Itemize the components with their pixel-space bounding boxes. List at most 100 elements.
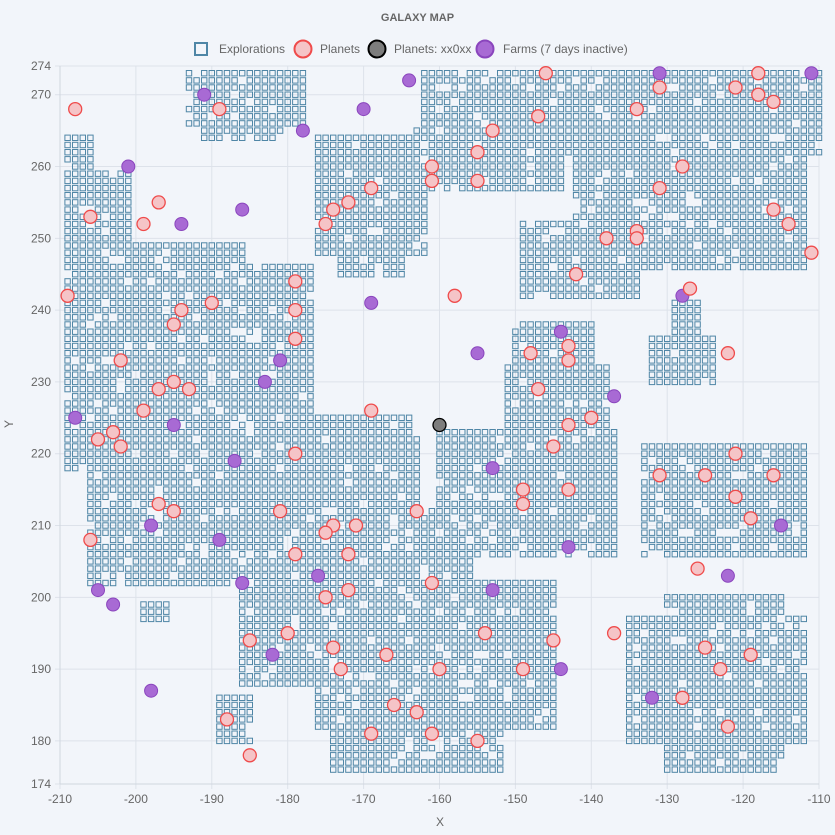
exploration-marker bbox=[208, 335, 216, 343]
exploration-marker bbox=[307, 414, 314, 422]
exploration-marker bbox=[117, 486, 124, 493]
exploration-marker bbox=[109, 479, 117, 486]
exploration-marker bbox=[314, 177, 322, 185]
exploration-marker bbox=[125, 249, 132, 256]
exploration-marker bbox=[276, 127, 284, 134]
exploration-marker bbox=[132, 400, 140, 407]
exploration-marker bbox=[79, 443, 86, 450]
exploration-marker bbox=[216, 479, 223, 486]
exploration-marker bbox=[109, 551, 117, 558]
exploration-marker bbox=[140, 256, 147, 264]
exploration-marker bbox=[125, 385, 132, 393]
exploration-marker bbox=[269, 91, 276, 98]
legend-item-planets-xx0xx[interactable]: Planets: xx0xx bbox=[367, 39, 472, 59]
exploration-marker bbox=[239, 393, 246, 400]
exploration-marker bbox=[125, 457, 132, 465]
exploration-marker bbox=[79, 184, 86, 192]
exploration-marker bbox=[223, 84, 231, 91]
exploration-marker bbox=[102, 220, 109, 228]
exploration-marker bbox=[170, 464, 178, 472]
exploration-marker bbox=[208, 321, 216, 328]
exploration-marker bbox=[216, 443, 223, 450]
exploration-marker bbox=[64, 364, 71, 371]
exploration-marker bbox=[94, 529, 102, 536]
exploration-marker bbox=[276, 385, 284, 393]
exploration-marker bbox=[231, 515, 238, 522]
exploration-marker bbox=[109, 335, 117, 343]
exploration-marker bbox=[64, 443, 71, 450]
exploration-marker bbox=[140, 457, 147, 465]
exploration-marker bbox=[299, 371, 307, 378]
exploration-marker bbox=[223, 306, 231, 314]
exploration-marker bbox=[132, 357, 140, 364]
exploration-marker bbox=[223, 393, 231, 400]
exploration-marker bbox=[246, 371, 254, 378]
exploration-marker bbox=[208, 127, 216, 134]
exploration-marker bbox=[147, 486, 155, 493]
exploration-marker bbox=[239, 378, 246, 386]
exploration-marker bbox=[102, 177, 109, 185]
exploration-marker bbox=[231, 393, 238, 400]
exploration-marker bbox=[87, 385, 94, 393]
legend-item-planets[interactable]: Planets bbox=[293, 39, 361, 59]
exploration-marker bbox=[94, 364, 102, 371]
exploration-marker bbox=[201, 263, 208, 271]
exploration-marker bbox=[64, 306, 71, 314]
exploration-marker bbox=[109, 285, 117, 292]
exploration-marker bbox=[201, 464, 208, 472]
exploration-marker bbox=[231, 285, 238, 292]
exploration-marker bbox=[79, 335, 86, 343]
exploration-marker bbox=[125, 572, 132, 579]
exploration-marker bbox=[125, 579, 132, 587]
exploration-marker bbox=[276, 407, 284, 414]
exploration-marker bbox=[208, 385, 216, 393]
exploration-marker bbox=[292, 393, 299, 400]
exploration-marker bbox=[239, 113, 246, 120]
exploration-marker bbox=[269, 127, 276, 134]
exploration-marker bbox=[79, 134, 86, 142]
exploration-marker bbox=[64, 134, 71, 142]
exploration-marker bbox=[178, 536, 185, 544]
exploration-marker bbox=[117, 522, 124, 529]
exploration-marker bbox=[132, 393, 140, 400]
exploration-marker bbox=[155, 407, 162, 414]
exploration-marker bbox=[140, 393, 147, 400]
exploration-marker bbox=[109, 206, 117, 213]
exploration-marker bbox=[125, 371, 132, 378]
exploration-marker bbox=[178, 350, 185, 357]
exploration-marker bbox=[223, 292, 231, 300]
exploration-marker bbox=[64, 378, 71, 386]
exploration-marker bbox=[147, 551, 155, 558]
exploration-marker bbox=[102, 457, 109, 465]
exploration-marker bbox=[208, 77, 216, 84]
exploration-marker bbox=[117, 536, 124, 544]
exploration-marker bbox=[254, 70, 261, 77]
exploration-marker bbox=[223, 493, 231, 501]
exploration-marker bbox=[254, 285, 261, 292]
exploration-marker bbox=[102, 450, 109, 457]
exploration-marker bbox=[208, 342, 216, 350]
exploration-marker bbox=[155, 457, 162, 465]
exploration-marker bbox=[163, 429, 170, 436]
exploration-marker bbox=[125, 314, 132, 321]
legend: Explorations Planets Planets: xx0xx Farm… bbox=[194, 39, 628, 59]
exploration-marker bbox=[201, 357, 208, 364]
exploration-marker bbox=[132, 579, 140, 587]
exploration-marker bbox=[276, 263, 284, 271]
legend-item-explorations[interactable]: Explorations bbox=[194, 42, 285, 56]
exploration-marker bbox=[223, 321, 231, 328]
exploration-marker bbox=[109, 572, 117, 579]
exploration-marker bbox=[94, 565, 102, 572]
exploration-marker bbox=[284, 299, 291, 307]
exploration-marker bbox=[94, 299, 102, 307]
exploration-marker bbox=[87, 249, 94, 256]
exploration-marker bbox=[87, 278, 94, 285]
exploration-marker bbox=[109, 579, 117, 587]
exploration-marker bbox=[117, 500, 124, 508]
exploration-marker bbox=[178, 443, 185, 450]
exploration-marker bbox=[193, 342, 200, 350]
exploration-marker bbox=[72, 149, 79, 156]
exploration-marker bbox=[72, 141, 79, 149]
legend-item-farms[interactable]: Farms (7 days inactive) bbox=[475, 39, 628, 59]
exploration-marker bbox=[299, 84, 307, 91]
